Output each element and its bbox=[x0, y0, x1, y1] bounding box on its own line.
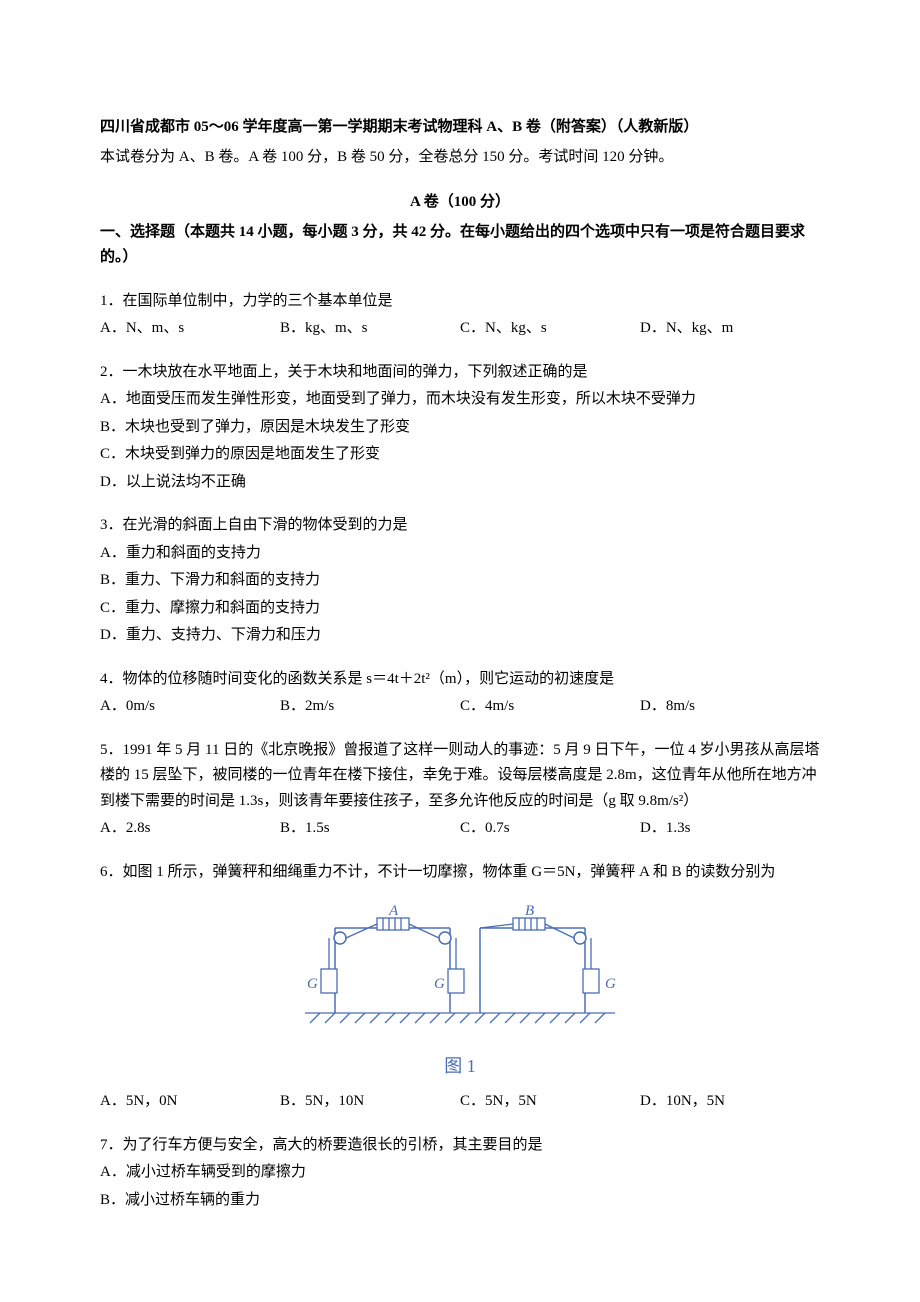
q4-opt-d: D．8m/s bbox=[640, 694, 820, 720]
q1-options: A．N、m、s B．kg、m、s C．N、kg、s D．N、kg、m bbox=[100, 316, 820, 342]
question-4: 4．物体的位移随时间变化的函数关系是 s＝4t＋2t²（m），则它运动的初速度是… bbox=[100, 667, 820, 720]
label-a: A bbox=[388, 903, 399, 919]
exam-intro: 本试卷分为 A、B 卷。A 卷 100 分，B 卷 50 分，全卷总分 150 … bbox=[100, 145, 820, 171]
question-1: 1．在国际单位制中，力学的三个基本单位是 A．N、m、s B．kg、m、s C．… bbox=[100, 289, 820, 342]
q6-opt-a: A．5N，0N bbox=[100, 1089, 280, 1115]
question-6: 6．如图 1 所示，弹簧秤和细绳重力不计，不计一切摩擦，物体重 G＝5N，弹簧秤… bbox=[100, 860, 820, 1115]
part1-header: 一、选择题（本题共 14 小题，每小题 3 分，共 42 分。在每小题给出的四个… bbox=[100, 220, 820, 271]
question-7: 7．为了行车方便与安全，高大的桥要造很长的引桥，其主要目的是 A．减小过桥车辆受… bbox=[100, 1133, 820, 1214]
label-b: B bbox=[525, 903, 534, 919]
exam-title: 四川省成都市 05～06 学年度高一第一学期期末考试物理科 A、B 卷（附答案）… bbox=[100, 115, 820, 141]
q5-text: 5．1991 年 5 月 11 日的《北京晚报》曾报道了这样一则动人的事迹：5 … bbox=[100, 738, 820, 815]
figure-1-svg: A G G bbox=[285, 903, 635, 1033]
section-a-header: A 卷（100 分） bbox=[100, 190, 820, 216]
question-3: 3．在光滑的斜面上自由下滑的物体受到的力是 A．重力和斜面的支持力 B．重力、下… bbox=[100, 513, 820, 649]
q4-opt-c: C．4m/s bbox=[460, 694, 640, 720]
ground-hatch bbox=[305, 1013, 615, 1023]
q6-options: A．5N，0N B．5N，10N C．5N，5N D．10N，5N bbox=[100, 1089, 820, 1115]
q4-text: 4．物体的位移随时间变化的函数关系是 s＝4t＋2t²（m），则它运动的初速度是 bbox=[100, 667, 820, 693]
q3-opt-b: B．重力、下滑力和斜面的支持力 bbox=[100, 568, 820, 594]
label-g1: G bbox=[307, 976, 318, 992]
question-2: 2．一木块放在水平地面上，关于木块和地面间的弹力，下列叙述正确的是 A．地面受压… bbox=[100, 360, 820, 496]
q1-opt-d: D．N、kg、m bbox=[640, 316, 820, 342]
q7-text: 7．为了行车方便与安全，高大的桥要造很长的引桥，其主要目的是 bbox=[100, 1133, 820, 1159]
q5-opt-d: D．1.3s bbox=[640, 816, 820, 842]
figure-1-label: 图 1 bbox=[100, 1051, 820, 1082]
q6-opt-c: C．5N，5N bbox=[460, 1089, 640, 1115]
frame-b bbox=[480, 928, 586, 1013]
q1-opt-a: A．N、m、s bbox=[100, 316, 280, 342]
q7-opt-a: A．减小过桥车辆受到的摩擦力 bbox=[100, 1160, 820, 1186]
q4-options: A．0m/s B．2m/s C．4m/s D．8m/s bbox=[100, 694, 820, 720]
q3-opt-d: D．重力、支持力、下滑力和压力 bbox=[100, 623, 820, 649]
q2-opt-c: C．木块受到弹力的原因是地面发生了形变 bbox=[100, 442, 820, 468]
q1-opt-c: C．N、kg、s bbox=[460, 316, 640, 342]
question-5: 5．1991 年 5 月 11 日的《北京晚报》曾报道了这样一则动人的事迹：5 … bbox=[100, 738, 820, 842]
q5-opt-a: A．2.8s bbox=[100, 816, 280, 842]
figure-1: A G G bbox=[100, 903, 820, 1081]
q1-opt-b: B．kg、m、s bbox=[280, 316, 460, 342]
q2-text: 2．一木块放在水平地面上，关于木块和地面间的弹力，下列叙述正确的是 bbox=[100, 360, 820, 386]
q7-opt-b: B．减小过桥车辆的重力 bbox=[100, 1188, 820, 1214]
q2-opt-a: A．地面受压而发生弹性形变，地面受到了弹力，而木块没有发生形变，所以木块不受弹力 bbox=[100, 387, 820, 413]
q5-opt-c: C．0.7s bbox=[460, 816, 640, 842]
label-g2: G bbox=[434, 976, 445, 992]
q5-opt-b: B．1.5s bbox=[280, 816, 460, 842]
q2-opt-d: D．以上说法均不正确 bbox=[100, 470, 820, 496]
q3-opt-a: A．重力和斜面的支持力 bbox=[100, 541, 820, 567]
q6-opt-d: D．10N，5N bbox=[640, 1089, 820, 1115]
label-g3: G bbox=[605, 976, 616, 992]
q6-opt-b: B．5N，10N bbox=[280, 1089, 460, 1115]
q4-opt-a: A．0m/s bbox=[100, 694, 280, 720]
q5-options: A．2.8s B．1.5s C．0.7s D．1.3s bbox=[100, 816, 820, 842]
frame-a bbox=[334, 928, 451, 1013]
q6-text: 6．如图 1 所示，弹簧秤和细绳重力不计，不计一切摩擦，物体重 G＝5N，弹簧秤… bbox=[100, 860, 820, 886]
q1-text: 1．在国际单位制中，力学的三个基本单位是 bbox=[100, 289, 820, 315]
q3-text: 3．在光滑的斜面上自由下滑的物体受到的力是 bbox=[100, 513, 820, 539]
q4-opt-b: B．2m/s bbox=[280, 694, 460, 720]
q2-opt-b: B．木块也受到了弹力，原因是木块发生了形变 bbox=[100, 415, 820, 441]
q3-opt-c: C．重力、摩擦力和斜面的支持力 bbox=[100, 596, 820, 622]
